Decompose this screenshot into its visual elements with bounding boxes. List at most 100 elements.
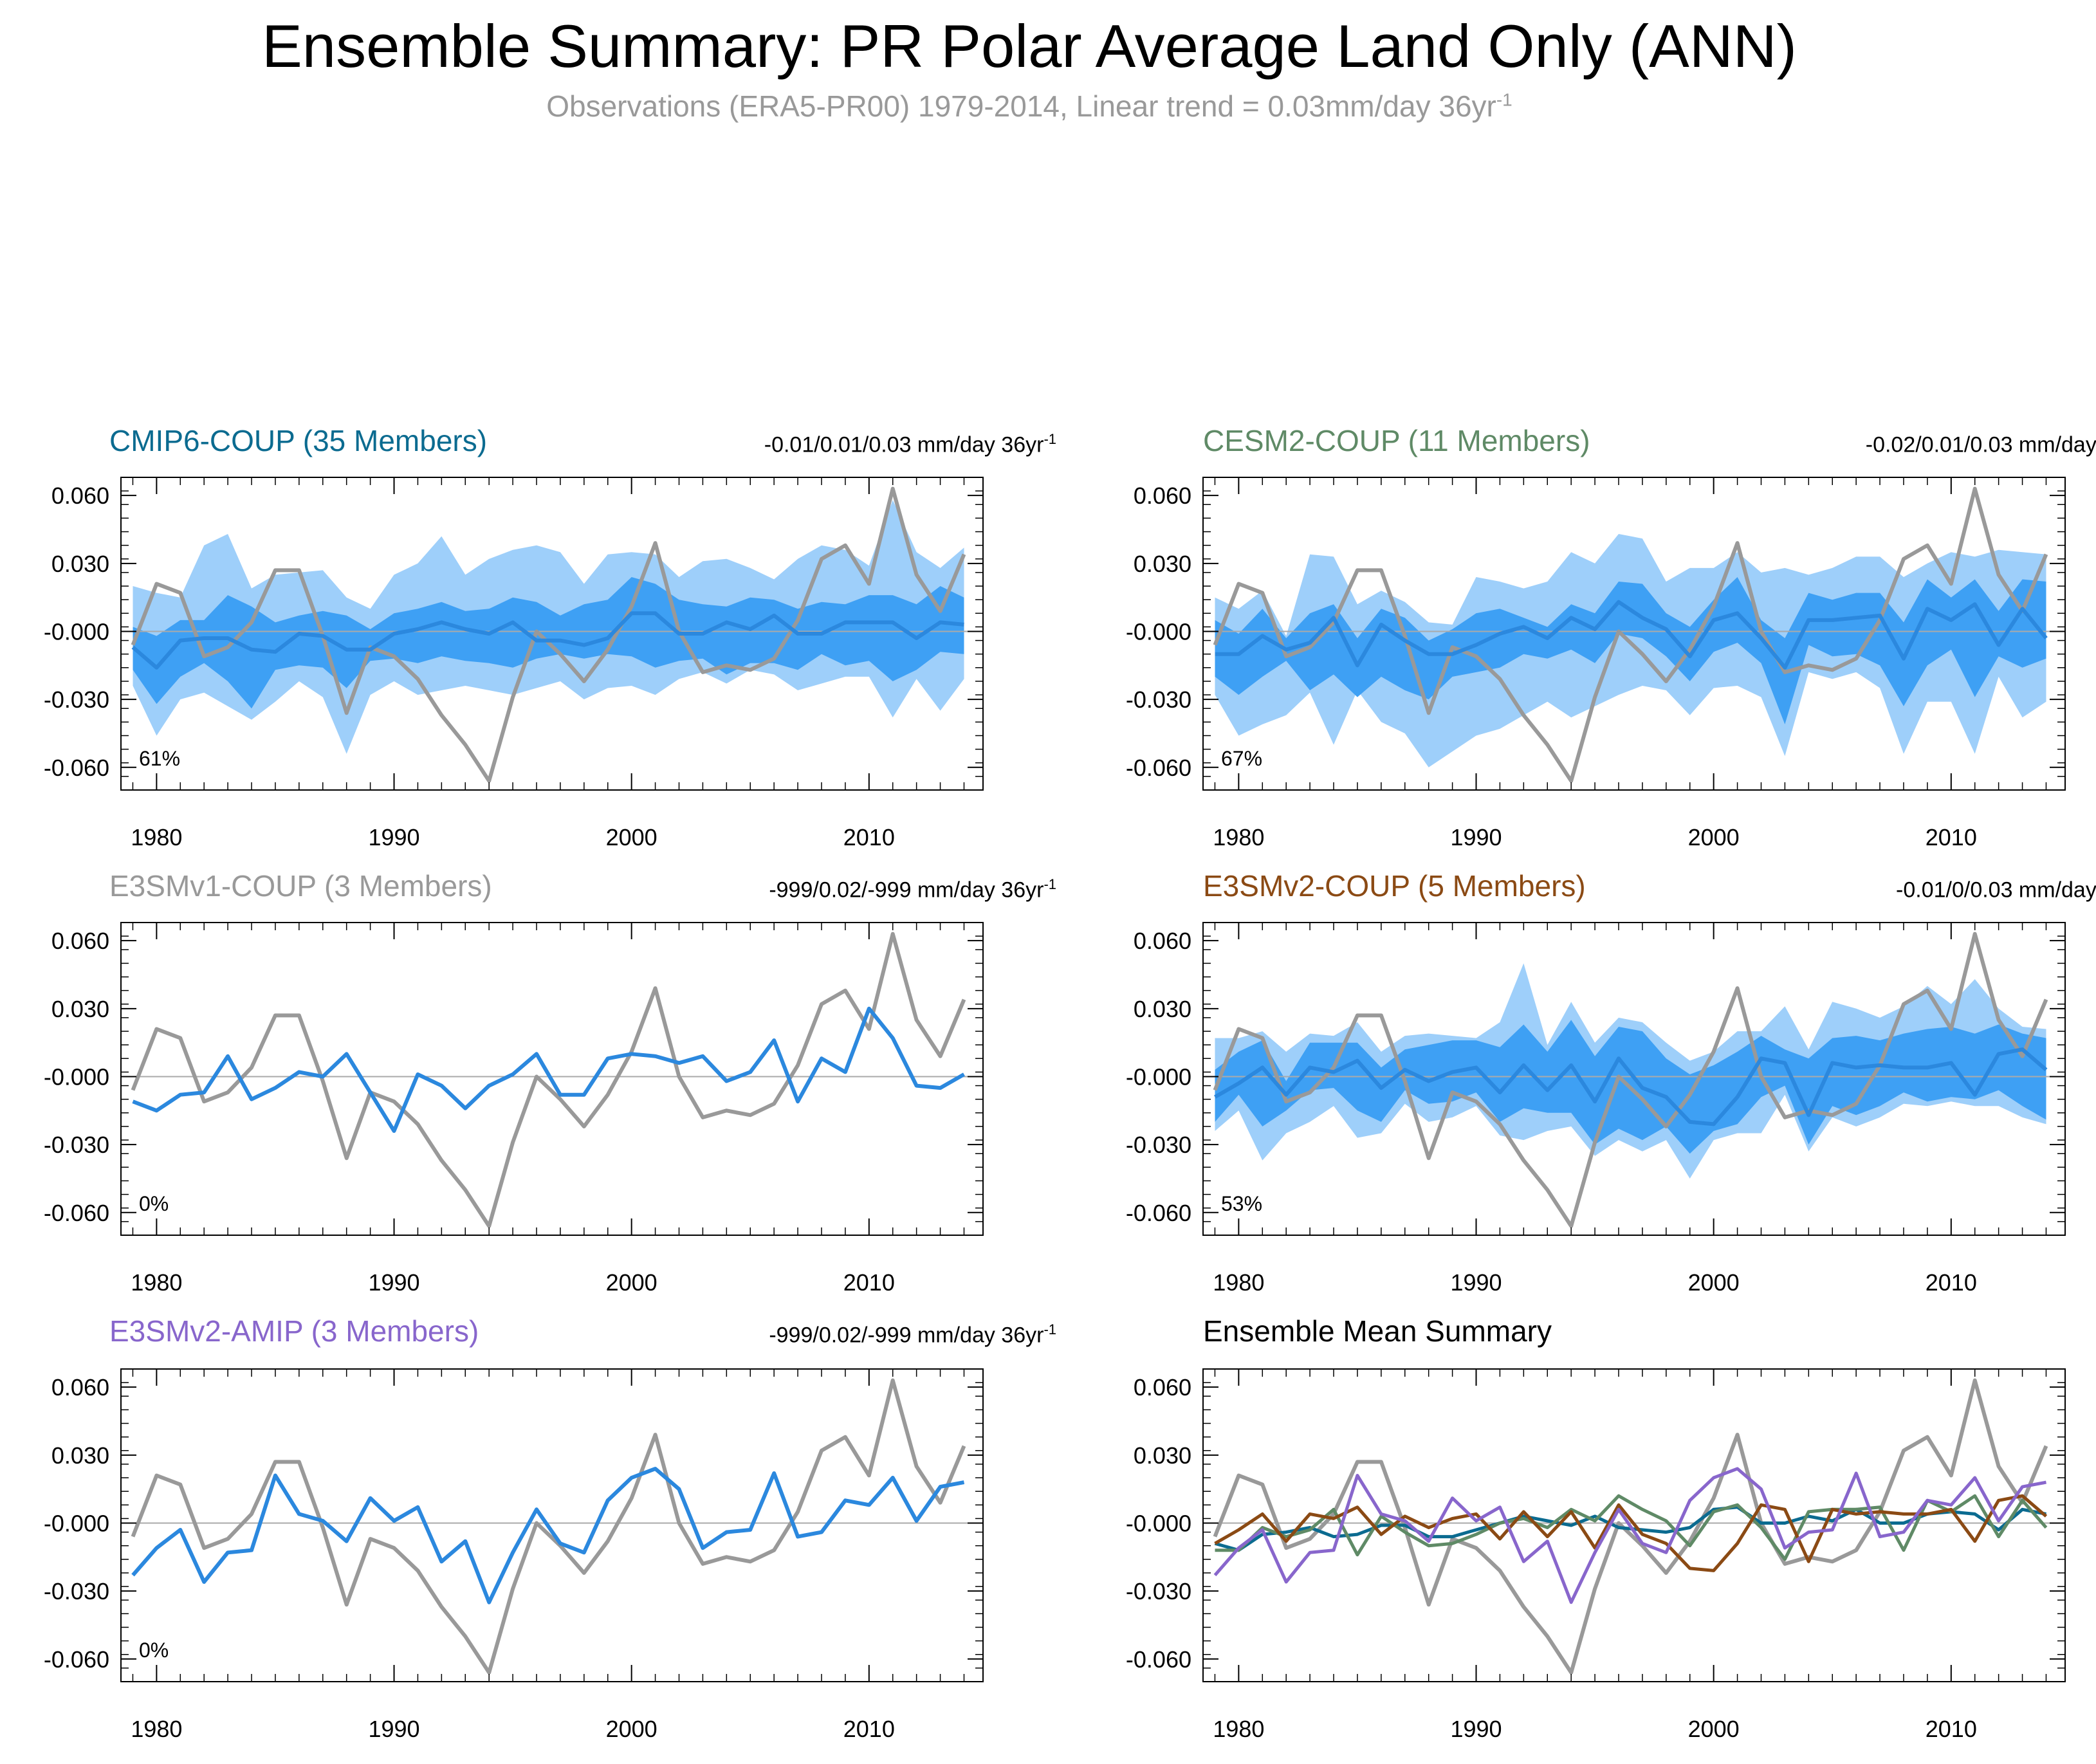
x-tick-label: 1990 xyxy=(368,824,419,850)
observations-line xyxy=(131,932,966,1228)
x-tick-label: 2010 xyxy=(1926,1716,1977,1742)
y-tick-label: -0.060 xyxy=(1126,755,1191,781)
chart-e3smv2coup: 0.060 0.030 -0.000 -0.030 -0.060 1980 1990 2000… xyxy=(1126,922,2066,1296)
x-tick-label: 1980 xyxy=(131,1716,182,1742)
panel-e3smv2-coup: E3SMv2-COUP (5 Members) -0.01/0/0.03 mm/… xyxy=(1203,868,2096,1319)
x-tick-label: 2010 xyxy=(1926,824,1977,850)
panel-title: CESM2-COUP (11 Members) xyxy=(1203,424,1590,457)
y-tick-label: -0.030 xyxy=(44,1578,109,1604)
panel-trend: -999/0.02/-999 mm/day 36yr-1 xyxy=(769,1321,1056,1348)
y-tick-label: 0.030 xyxy=(1134,1442,1191,1469)
y-tick-label: -0.030 xyxy=(1126,1132,1191,1158)
y-tick-label: 0.030 xyxy=(51,996,109,1022)
trend-text: -0.01/0.01/0.03 mm/day 36yr xyxy=(764,432,1044,457)
x-tick-label: 2000 xyxy=(1688,824,1740,850)
range-band xyxy=(1215,534,2046,767)
percent-label: 0% xyxy=(139,1192,169,1215)
y-tick-label: -0.060 xyxy=(44,1200,109,1226)
observations-line xyxy=(1213,486,2048,783)
plot-frame xyxy=(120,1368,984,1682)
y-tick-label: 0.030 xyxy=(51,1442,109,1469)
chart-summary: 0.060 0.030 -0.000 -0.030 -0.060 1980 1990 2000… xyxy=(1126,1368,2066,1742)
main-title: Ensemble Summary: PR Polar Average Land … xyxy=(262,12,1797,80)
x-tick-label: 1980 xyxy=(1213,824,1264,850)
x-tick-label: 2010 xyxy=(1926,1269,1977,1296)
panel-trend: -0.02/0.01/0.03 mm/day 36yr-1 xyxy=(1866,431,2096,457)
y-tick-label: -0.060 xyxy=(1126,1200,1191,1226)
observations-line xyxy=(1213,932,2048,1228)
chart-cmip6: 0.060 0.030 -0.000 -0.030 -0.060 1980 1990 2000… xyxy=(44,477,984,850)
x-tick-label: 1980 xyxy=(1213,1716,1264,1742)
x-tick-label: 2010 xyxy=(843,824,895,850)
panel-trend: -999/0.02/-999 mm/day 36yr-1 xyxy=(769,876,1056,903)
y-tick-label: 0.060 xyxy=(51,928,109,954)
y-tick-label: -0.030 xyxy=(44,686,109,713)
main-subtitle: Observations (ERA5-PR00) 1979-2014, Line… xyxy=(0,89,2059,124)
y-tick-label: -0.030 xyxy=(1126,686,1191,713)
x-tick-label: 2000 xyxy=(1688,1269,1740,1296)
y-tick-label: 0.060 xyxy=(51,1374,109,1401)
trend-text: -999/0.02/-999 mm/day 36yr xyxy=(769,1323,1044,1348)
panel-title: CMIP6-COUP (35 Members) xyxy=(109,424,488,457)
panel-title: E3SMv1-COUP (3 Members) xyxy=(109,869,492,903)
x-tick-label: 2000 xyxy=(1688,1716,1740,1742)
series-cesm2-coup xyxy=(1215,1494,2048,1561)
plot-frame xyxy=(1202,922,2066,1236)
x-tick-label: 2000 xyxy=(606,1716,657,1742)
x-tick-label: 1990 xyxy=(1450,1716,1502,1742)
panel-cesm2: CESM2-COUP (11 Members) -0.02/0.01/0.03 … xyxy=(1203,423,2096,874)
trend-exponent: -1 xyxy=(1043,431,1056,447)
panel-title: E3SMv2-COUP (5 Members) xyxy=(1203,869,1586,903)
x-tick-label: 1980 xyxy=(131,1269,182,1296)
y-tick-label: -0.000 xyxy=(1126,1063,1191,1090)
y-tick-label: -0.000 xyxy=(44,1510,109,1536)
series-e3smv2-amip xyxy=(1213,1467,2046,1604)
y-tick-label: 0.060 xyxy=(1134,1374,1191,1401)
y-tick-label: 0.030 xyxy=(1134,996,1191,1022)
observations-line xyxy=(1213,1378,2048,1675)
x-tick-label: 1990 xyxy=(1450,824,1502,850)
subtitle-exponent: -1 xyxy=(1496,89,1512,110)
y-tick-label: -0.000 xyxy=(1126,1510,1191,1536)
y-tick-label: -0.060 xyxy=(1126,1646,1191,1673)
trend-text: -0.01/0/0.03 mm/day 36yr xyxy=(1896,877,2096,903)
plot-frame xyxy=(1202,1368,2066,1682)
percent-label: 0% xyxy=(139,1639,169,1662)
percent-label: 61% xyxy=(139,747,180,770)
y-tick-label: -0.000 xyxy=(44,618,109,645)
percent-label: 67% xyxy=(1221,747,1262,770)
series-e3smv2-coup xyxy=(1214,1494,2048,1572)
y-tick-label: -0.000 xyxy=(1126,618,1191,645)
panel-trend: -0.01/0.01/0.03 mm/day 36yr-1 xyxy=(764,431,1056,457)
x-tick-label: 2000 xyxy=(606,1269,657,1296)
panel-e3smv1: E3SMv1-COUP (3 Members) -999/0.02/-999 m… xyxy=(109,868,1113,1319)
plot-frame xyxy=(120,922,984,1236)
y-tick-label: 0.060 xyxy=(1134,928,1191,954)
x-tick-label: 1990 xyxy=(368,1716,419,1742)
chart-e3smv2amip: 0.060 0.030 -0.000 -0.030 -0.060 1980 1990 2000… xyxy=(44,1368,984,1742)
x-tick-label: 1980 xyxy=(1213,1269,1264,1296)
x-tick-label: 2010 xyxy=(843,1716,895,1742)
x-tick-label: 1990 xyxy=(368,1269,419,1296)
observations-line xyxy=(131,486,966,783)
y-tick-label: -0.060 xyxy=(44,755,109,781)
subtitle-text: Observations (ERA5-PR00) 1979-2014, Line… xyxy=(546,89,1496,123)
ensemble-mean-line xyxy=(131,1467,965,1604)
ensemble-mean-line xyxy=(131,611,964,670)
chart-e3smv1: 0.060 0.030 -0.000 -0.030 -0.060 1980 1990 2000… xyxy=(44,922,984,1296)
trend-exponent: -1 xyxy=(1043,876,1056,892)
x-tick-label: 2000 xyxy=(606,824,657,850)
y-tick-label: 0.030 xyxy=(51,551,109,577)
trend-text: -0.02/0.01/0.03 mm/day 36yr xyxy=(1865,432,2096,457)
trend-text: -999/0.02/-999 mm/day 36yr xyxy=(769,877,1044,903)
ensemble-mean-line xyxy=(1214,1047,2048,1126)
panel-summary: Ensemble Mean Summary xyxy=(1203,1314,2096,1764)
panel-e3smv2-amip: E3SMv2-AMIP (3 Members) -999/0.02/-999 m… xyxy=(109,1314,1113,1764)
ensemble-mean-line xyxy=(1215,600,2048,670)
x-tick-label: 1980 xyxy=(131,824,182,850)
panel-trend: -0.01/0/0.03 mm/day 36yr-1 xyxy=(1896,876,2096,903)
panel-title: E3SMv2-AMIP (3 Members) xyxy=(109,1314,479,1348)
x-tick-label: 2010 xyxy=(843,1269,895,1296)
y-tick-label: 0.030 xyxy=(1134,551,1191,577)
